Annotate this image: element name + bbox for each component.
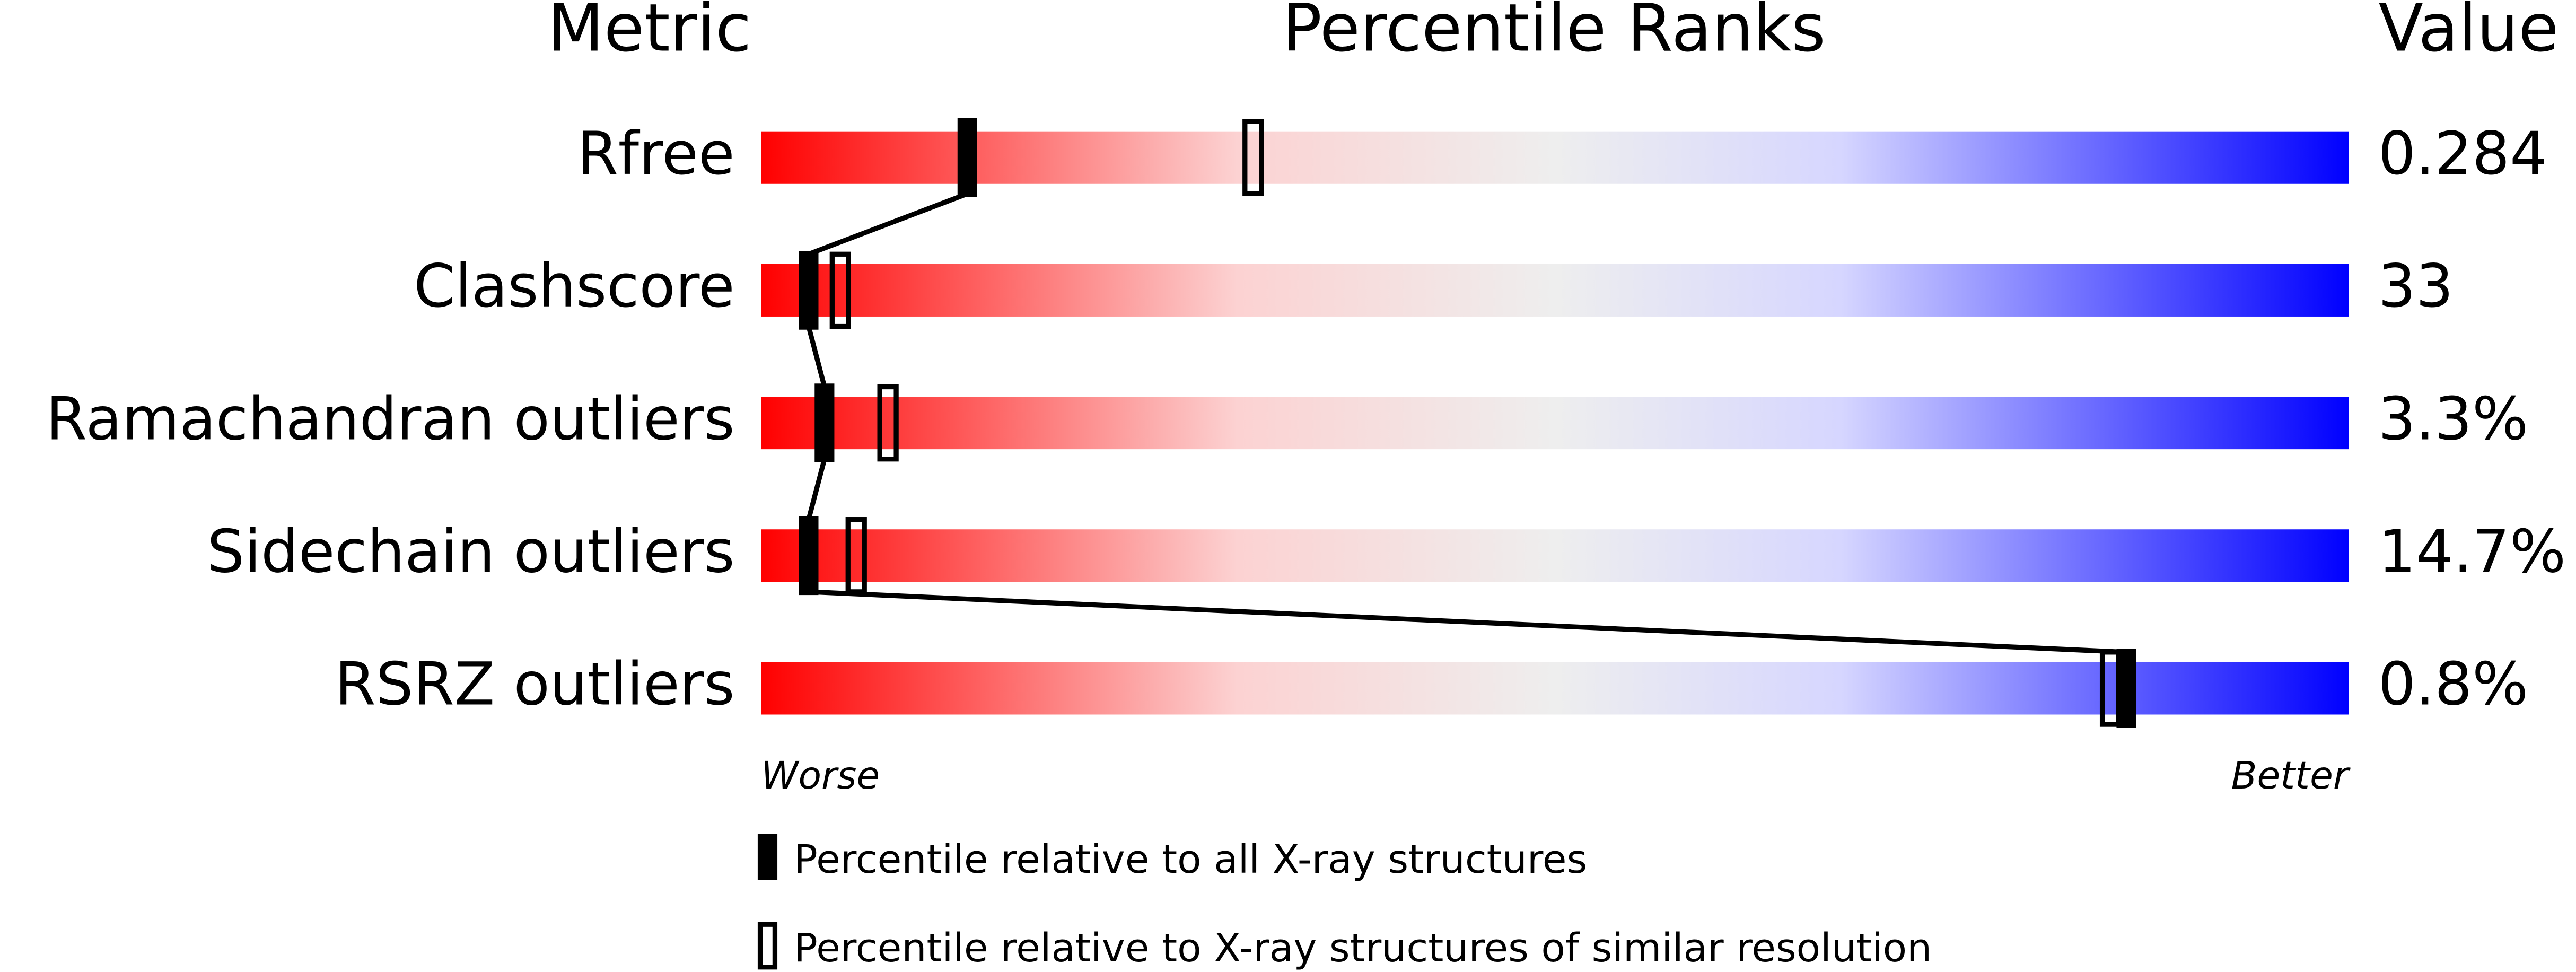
legend-swatch bbox=[757, 922, 778, 970]
legend-label: Percentile relative to all X-ray structu… bbox=[794, 836, 1587, 882]
percentile-marker bbox=[1242, 119, 1264, 197]
metric-label: Clashscore bbox=[414, 252, 734, 321]
column-header: Percentile Ranks bbox=[1282, 0, 1825, 67]
metric-value: 0.8% bbox=[2378, 651, 2528, 719]
percentile-marker bbox=[799, 251, 819, 330]
percentile-bar bbox=[761, 662, 2349, 715]
column-header: Metric bbox=[547, 0, 751, 67]
axis-end-label: Worse bbox=[761, 754, 880, 798]
metric-label: RSRZ outliers bbox=[335, 651, 734, 719]
percentile-marker bbox=[2116, 649, 2136, 728]
percentile-bar bbox=[761, 264, 2349, 317]
legend-label: Percentile relative to X-ray structures … bbox=[794, 925, 1932, 971]
metric-value: 33 bbox=[2378, 252, 2454, 321]
metric-label: Ramachandran outliers bbox=[46, 385, 735, 453]
percentile-marker bbox=[814, 383, 835, 462]
percentile-marker bbox=[829, 251, 851, 329]
metric-value: 14.7% bbox=[2378, 518, 2566, 586]
percentile-bar bbox=[761, 131, 2349, 184]
metric-label: Rfree bbox=[577, 120, 734, 188]
percentile-marker bbox=[957, 118, 977, 197]
legend-swatch bbox=[757, 834, 778, 880]
metric-label: Sidechain outliers bbox=[207, 518, 734, 586]
metric-value: 3.3% bbox=[2378, 385, 2528, 453]
column-header: Value bbox=[2378, 0, 2559, 67]
percentile-bar bbox=[761, 397, 2349, 450]
percentile-bar bbox=[761, 529, 2349, 582]
metric-value: 0.284 bbox=[2378, 120, 2547, 188]
axis-end-label: Better bbox=[2231, 754, 2351, 798]
percentile-marker bbox=[877, 384, 899, 462]
percentile-marker bbox=[845, 517, 867, 594]
percentile-marker bbox=[799, 516, 819, 596]
